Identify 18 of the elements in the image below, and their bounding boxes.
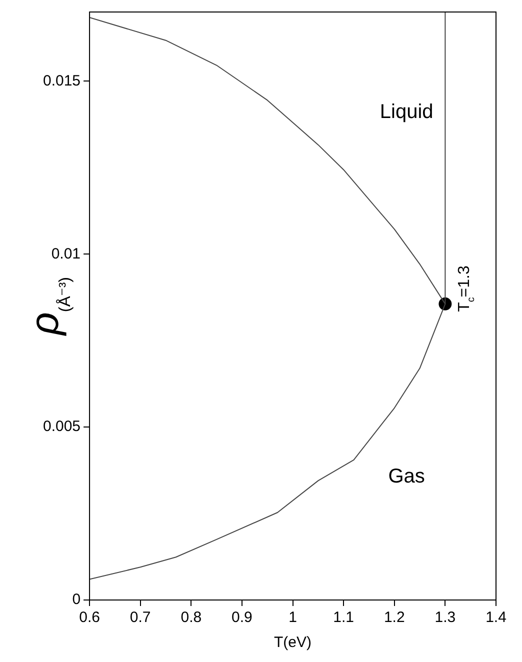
x-tick-label: 0.7: [130, 609, 151, 626]
annotation: Liquid: [380, 100, 434, 123]
x-tick-label: 1.2: [384, 609, 405, 626]
y-axis-title: ρ(Å⁻³): [23, 276, 74, 336]
x-tick-label: 0.6: [79, 609, 100, 626]
x-tick-label: 1.4: [486, 609, 506, 626]
x-tick-label: 0.8: [180, 609, 202, 626]
y-tick-label: 0.005: [42, 418, 81, 436]
x-tick-label: 1.3: [434, 609, 456, 626]
x-tick-label: 1.1: [333, 609, 354, 626]
x-tick-label: 0.9: [232, 609, 252, 626]
annotation: Tc=1.3: [456, 266, 477, 312]
y-tick-label: 0: [72, 591, 81, 608]
y-tick-label: 0.01: [51, 245, 81, 262]
annotation: Gas: [388, 465, 425, 488]
y-tick-label: 0.015: [42, 72, 81, 90]
x-axis-title: T(eV): [274, 634, 312, 652]
x-tick-label: 1: [288, 609, 297, 626]
